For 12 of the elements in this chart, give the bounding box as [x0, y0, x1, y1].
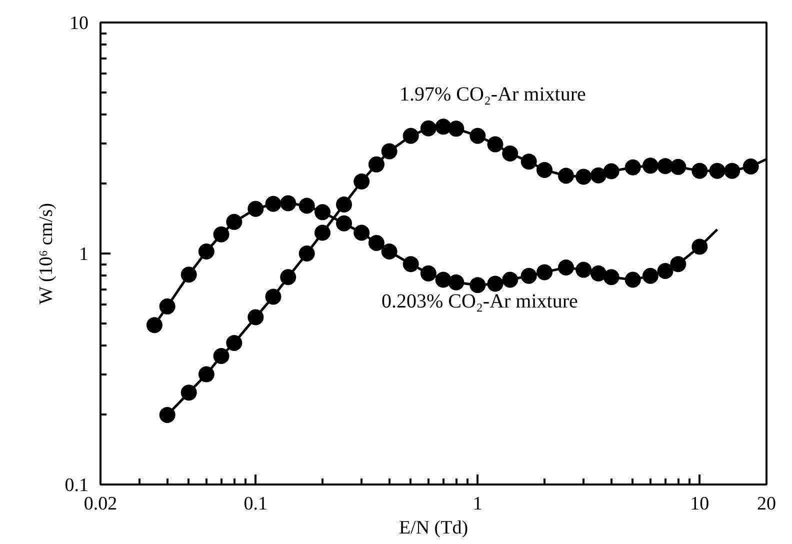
x-tick-label: 0.1: [244, 494, 268, 514]
y-axis-title: W (10⁶ cm/s): [36, 203, 57, 304]
x-tick-label: 20: [757, 494, 776, 514]
x-tick-label: 0.02: [84, 494, 118, 514]
y-tick-label: 10: [70, 13, 88, 34]
x-axis-title: E/N (Td): [398, 518, 468, 538]
x-tick-label: 10: [690, 494, 710, 514]
annotation: 1.97% CO₂-Ar mixture: [400, 84, 586, 106]
annotation: 0.203% CO₂-Ar mixture: [382, 290, 578, 312]
x-tick-label: 1: [472, 494, 482, 514]
y-tick-label: 1: [79, 244, 88, 265]
y-tick-label: 0.1: [64, 475, 88, 496]
